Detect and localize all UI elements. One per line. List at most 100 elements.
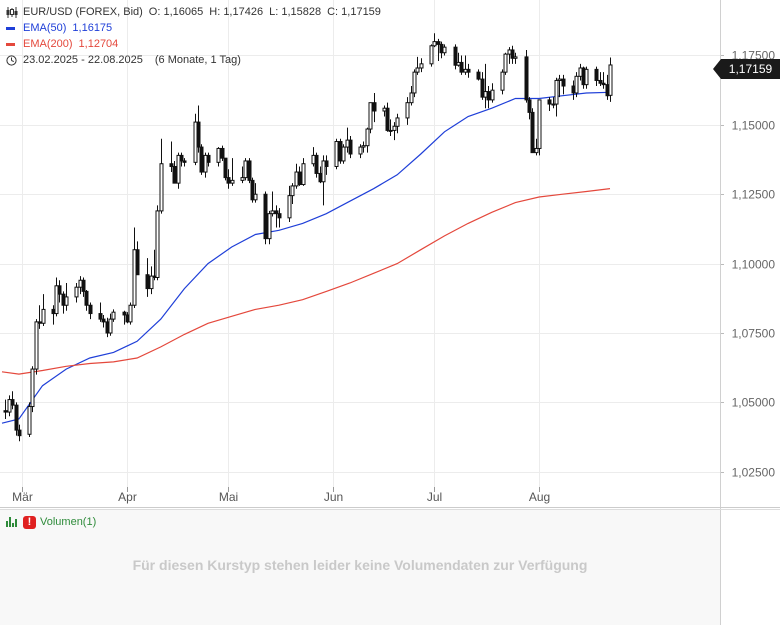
ema200-swatch [6,42,15,46]
candle-body [503,53,508,73]
candle-body [554,79,559,105]
volume-legend[interactable]: ! Volumen(1) [6,514,96,530]
candle-body [453,46,458,66]
candle-body [81,279,86,292]
open-value: 1,16065 [163,6,204,18]
candle-body [267,213,272,240]
candle-body [486,91,491,101]
candle-body [436,41,441,45]
candle-body [432,41,437,47]
close-value: 1,17159 [341,6,381,18]
candle-body [557,78,562,81]
candle-body [442,46,447,54]
candle-body [220,147,225,159]
candle-body [388,129,393,132]
candle-body [84,290,89,306]
candle-body [274,210,279,215]
candle-body [537,99,542,149]
current-price-tag: 1,17159 [713,59,780,79]
warning-icon: ! [23,515,36,529]
candle-body [206,154,211,163]
clock-icon [6,54,18,66]
candle-body [490,89,495,101]
candle-body [10,399,15,406]
candle-body [358,146,363,155]
candle-body [368,102,373,130]
candle-body [372,102,377,112]
ema50-label: EMA(50) [23,22,67,34]
low-value: 1,15828 [281,6,322,18]
x-tick-label: Jul [427,490,442,504]
candle-body [584,68,589,86]
candle-body [172,165,177,184]
ema50-swatch [6,26,15,30]
candle-body [203,154,208,173]
candle-body [155,210,160,278]
candle-body [527,99,532,113]
candle-body [223,157,228,179]
candle-body [226,177,231,184]
x-tick-label: Apr [118,490,137,504]
candle-body [17,429,22,437]
candle-body [7,399,12,413]
candle-body [348,139,353,155]
candle-body [409,92,414,104]
candle-body [250,179,255,201]
candle-body [500,71,505,91]
candle-body [176,154,181,184]
high-label: H: [209,6,221,18]
candle-body [598,79,603,84]
candle-body [3,410,8,413]
candle-body [179,154,184,162]
candle-body [199,146,204,173]
y-tick-label: 1,12500 [732,188,776,202]
candle-body [159,163,164,212]
candle-body [290,185,295,197]
legend-period-row: 23.02.2025 - 22.08.2025 (6 Monate, 1 Tag… [6,52,381,68]
candle-body [14,404,19,431]
candle-body [132,249,137,306]
candle-body [341,146,346,162]
candle-body [135,249,140,276]
candle-body [480,78,485,98]
x-tick-label: Mär [12,490,33,504]
volume-no-data-message: Für diesen Kurstyp stehen leider keine V… [132,557,588,573]
candle-body [240,177,245,181]
candle-body [324,160,329,167]
candle-body [466,68,471,73]
candle-body [334,141,339,167]
candle-body [547,99,552,105]
legend-ema200-row[interactable]: EMA(200) 1,12704 [6,36,381,52]
y-tick-label: 1,02500 [732,466,776,480]
candle-body [74,286,79,298]
candle-body [247,160,252,181]
candle-body [270,210,275,215]
y-tick-label: 1,07500 [732,327,776,341]
candle-body [321,160,326,183]
x-tick-label: Mai [219,490,238,504]
x-tick-label: Aug [529,490,550,504]
candle-body [30,368,35,408]
candle-body [145,274,150,290]
candle-body [365,128,370,147]
candle-body [34,321,39,370]
candle-body [574,75,579,94]
candle-body [561,78,566,87]
candle-body [277,213,282,219]
candle-body [601,82,606,86]
x-tick-label: Jun [324,490,343,504]
candle-body [361,145,366,148]
candle-body [459,61,464,73]
candle-body [415,67,420,73]
volume-bars-icon [6,517,17,527]
legend-instrument-row: EUR/USD (FOREX, Bid) O: 1,16065 H: 1,174… [6,4,381,20]
open-label: O: [148,6,161,18]
instrument-name: EUR/USD (FOREX, Bid) [23,6,143,18]
candle-body [419,63,424,69]
candle-body [111,311,116,320]
y-tick-label: 1,15000 [732,119,776,133]
legend-ema50-row[interactable]: EMA(50) 1,16175 [6,20,381,36]
candle-body [385,107,390,131]
